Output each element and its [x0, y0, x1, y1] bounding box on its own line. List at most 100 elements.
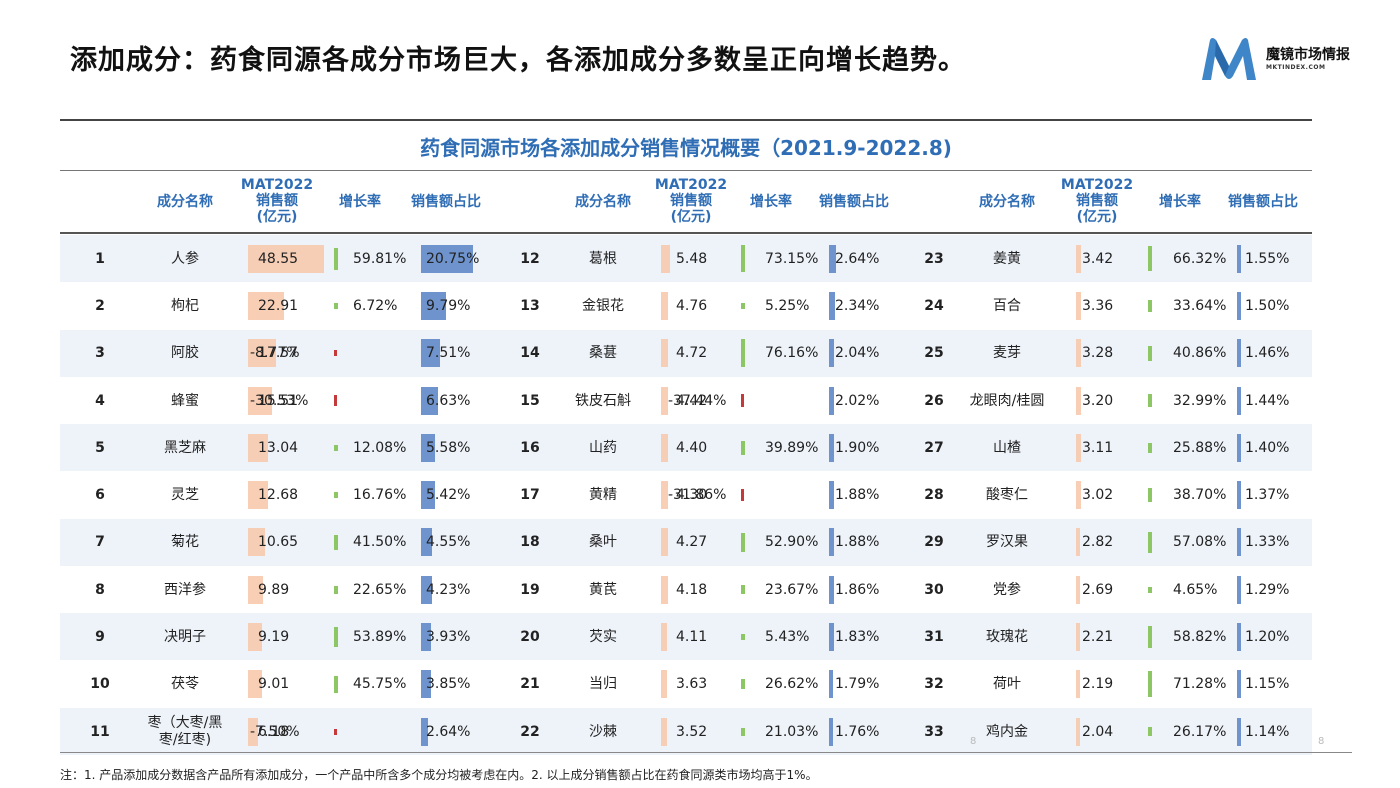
growth-value: -31.86% — [668, 487, 727, 504]
sales-value: 3.36 — [1082, 297, 1114, 314]
ingredient-name: 菊花 — [171, 534, 199, 551]
growth-bar-negative — [741, 489, 744, 501]
share-bar — [1237, 433, 1241, 462]
share-bar — [829, 717, 834, 746]
growth-bar-positive — [334, 492, 338, 499]
share-bar — [421, 481, 435, 510]
rank-number: 6 — [95, 487, 105, 504]
sales-value: 3.52 — [676, 723, 708, 740]
share-value: 1.76% — [835, 723, 880, 740]
growth-value: 23.67% — [765, 581, 819, 598]
sales-value: 4.30 — [676, 487, 708, 504]
ingredient-name: 百合 — [993, 297, 1021, 314]
ingredient-name: 黄芪 — [589, 581, 617, 598]
rank-number: 7 — [95, 534, 105, 551]
rank-number: 17 — [520, 487, 540, 504]
growth-value: 66.32% — [1173, 250, 1227, 267]
brand-logo: 魔镜市场情报 MKTINDEX.COM — [1200, 36, 1370, 86]
growth-value: 59.81% — [353, 250, 407, 267]
rank-number: 2 — [95, 297, 105, 314]
share-bar — [421, 670, 431, 699]
top-rule — [60, 119, 1312, 121]
growth-bar-negative — [334, 350, 337, 357]
header-name: 成分名称 — [979, 194, 1035, 210]
ingredient-name: 玫瑰花 — [986, 629, 1028, 646]
growth-value: -7.50% — [250, 723, 300, 740]
sales-bar — [1076, 670, 1080, 699]
growth-value: -37.44% — [668, 392, 727, 409]
ingredient-name: 鸡内金 — [986, 723, 1028, 740]
header-sales: MAT2022 销售额 (亿元) — [240, 177, 314, 225]
growth-bar-negative — [334, 394, 337, 407]
ingredient-name: 沙棘 — [589, 723, 617, 740]
share-value: 1.40% — [1245, 439, 1290, 456]
ingredient-name: 葛根 — [589, 250, 617, 267]
sales-bar — [1076, 623, 1080, 652]
share-bar — [1237, 670, 1241, 699]
ingredient-name: 麦芽 — [993, 345, 1021, 362]
ingredient-name: 枣（大枣/黑 枣/红枣) — [147, 714, 223, 748]
sales-bar — [661, 528, 668, 557]
ingredient-name: 当归 — [589, 676, 617, 693]
growth-bar-positive — [741, 302, 745, 309]
growth-bar-positive — [1148, 531, 1152, 553]
rank-number: 12 — [520, 250, 540, 267]
rank-number: 30 — [924, 581, 944, 598]
growth-value: 26.17% — [1173, 723, 1227, 740]
share-value: 4.55% — [426, 534, 471, 551]
sales-value: 2.04 — [1082, 723, 1114, 740]
sales-bar — [661, 386, 668, 415]
rank-number: 11 — [90, 723, 110, 740]
ingredient-name: 茯苓 — [171, 676, 199, 693]
growth-value: 4.65% — [1173, 581, 1218, 598]
share-value: 1.83% — [835, 629, 880, 646]
sales-value: 3.28 — [1082, 345, 1114, 362]
sales-value: 3.63 — [676, 676, 708, 693]
sales-value: 9.19 — [258, 629, 290, 646]
share-bar — [829, 670, 834, 699]
sales-bar — [1076, 717, 1080, 746]
ingredient-name: 灵芝 — [171, 487, 199, 504]
growth-value: 52.90% — [765, 534, 819, 551]
growth-bar-positive — [1148, 443, 1152, 453]
share-bar — [829, 623, 834, 652]
growth-bar-positive — [334, 585, 338, 594]
share-bar — [829, 481, 834, 510]
share-bar — [421, 717, 428, 746]
rank-number: 20 — [520, 629, 540, 646]
growth-bar-positive — [741, 679, 745, 690]
share-value: 1.15% — [1245, 676, 1290, 693]
share-bar — [421, 244, 473, 273]
share-value: 5.58% — [426, 439, 471, 456]
rank-number: 26 — [924, 392, 944, 409]
sales-bar — [1076, 291, 1082, 320]
growth-bar-positive — [741, 245, 745, 273]
sales-value: 3.11 — [1082, 439, 1114, 456]
sales-value: 48.55 — [258, 250, 299, 267]
header-growth: 增长率 — [750, 194, 792, 210]
ingredient-name: 阿胶 — [171, 345, 199, 362]
share-bar — [1237, 717, 1241, 746]
rank-number: 24 — [924, 297, 944, 314]
growth-bar-positive — [334, 302, 338, 309]
sales-bar — [1076, 575, 1081, 604]
table-row — [60, 424, 1312, 472]
sales-bar — [1076, 339, 1082, 368]
sales-bar — [661, 670, 667, 699]
sales-value: 3.02 — [1082, 487, 1114, 504]
sales-bar — [661, 291, 669, 320]
rank-number: 15 — [520, 392, 540, 409]
growth-bar-negative — [334, 728, 337, 735]
share-value: 1.88% — [835, 487, 880, 504]
ingredient-name: 黑芝麻 — [164, 439, 206, 456]
sales-value: 4.42 — [676, 392, 708, 409]
sales-value: 4.40 — [676, 439, 708, 456]
sales-value: 4.76 — [676, 297, 708, 314]
table-row — [60, 518, 1312, 566]
ingredient-name: 芡实 — [589, 629, 617, 646]
header-share: 销售额占比 — [411, 194, 481, 210]
sales-bar — [661, 623, 668, 652]
sales-value: 9.89 — [258, 581, 290, 598]
brand-url: MKTINDEX.COM — [1266, 64, 1326, 71]
sales-bar — [661, 575, 668, 604]
